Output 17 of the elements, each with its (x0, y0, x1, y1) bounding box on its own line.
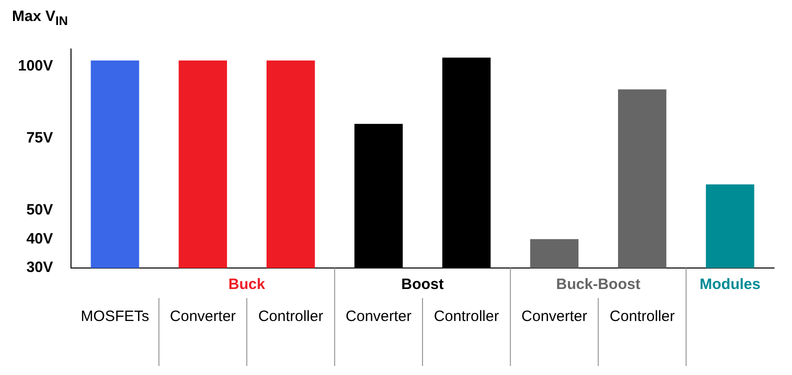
y-axis-title: Max V$_{IN}$ (11, 8, 69, 30)
y-tick-label: 40V (26, 230, 54, 248)
x-tick-label: Controller (258, 308, 324, 326)
x-tick-label: Controller (610, 308, 675, 326)
x-tick-label: MOSFETs (80, 308, 150, 326)
series-label: Buck (228, 276, 266, 294)
series-label: Boost (401, 276, 444, 294)
y-tick-label: 30V (26, 259, 54, 276)
y-tick-label: 75V (26, 129, 54, 146)
x-tick-label: Converter (521, 308, 588, 326)
series-label: Buck-Boost (556, 276, 640, 294)
x-tick-label: Controller (434, 308, 499, 326)
x-tick-label: Converter (346, 308, 412, 326)
y-tick-label: 100V (18, 57, 54, 74)
y-tick-label: 50V (26, 202, 54, 219)
series-label: Modules (700, 276, 760, 294)
x-tick-label: Converter (170, 308, 236, 326)
